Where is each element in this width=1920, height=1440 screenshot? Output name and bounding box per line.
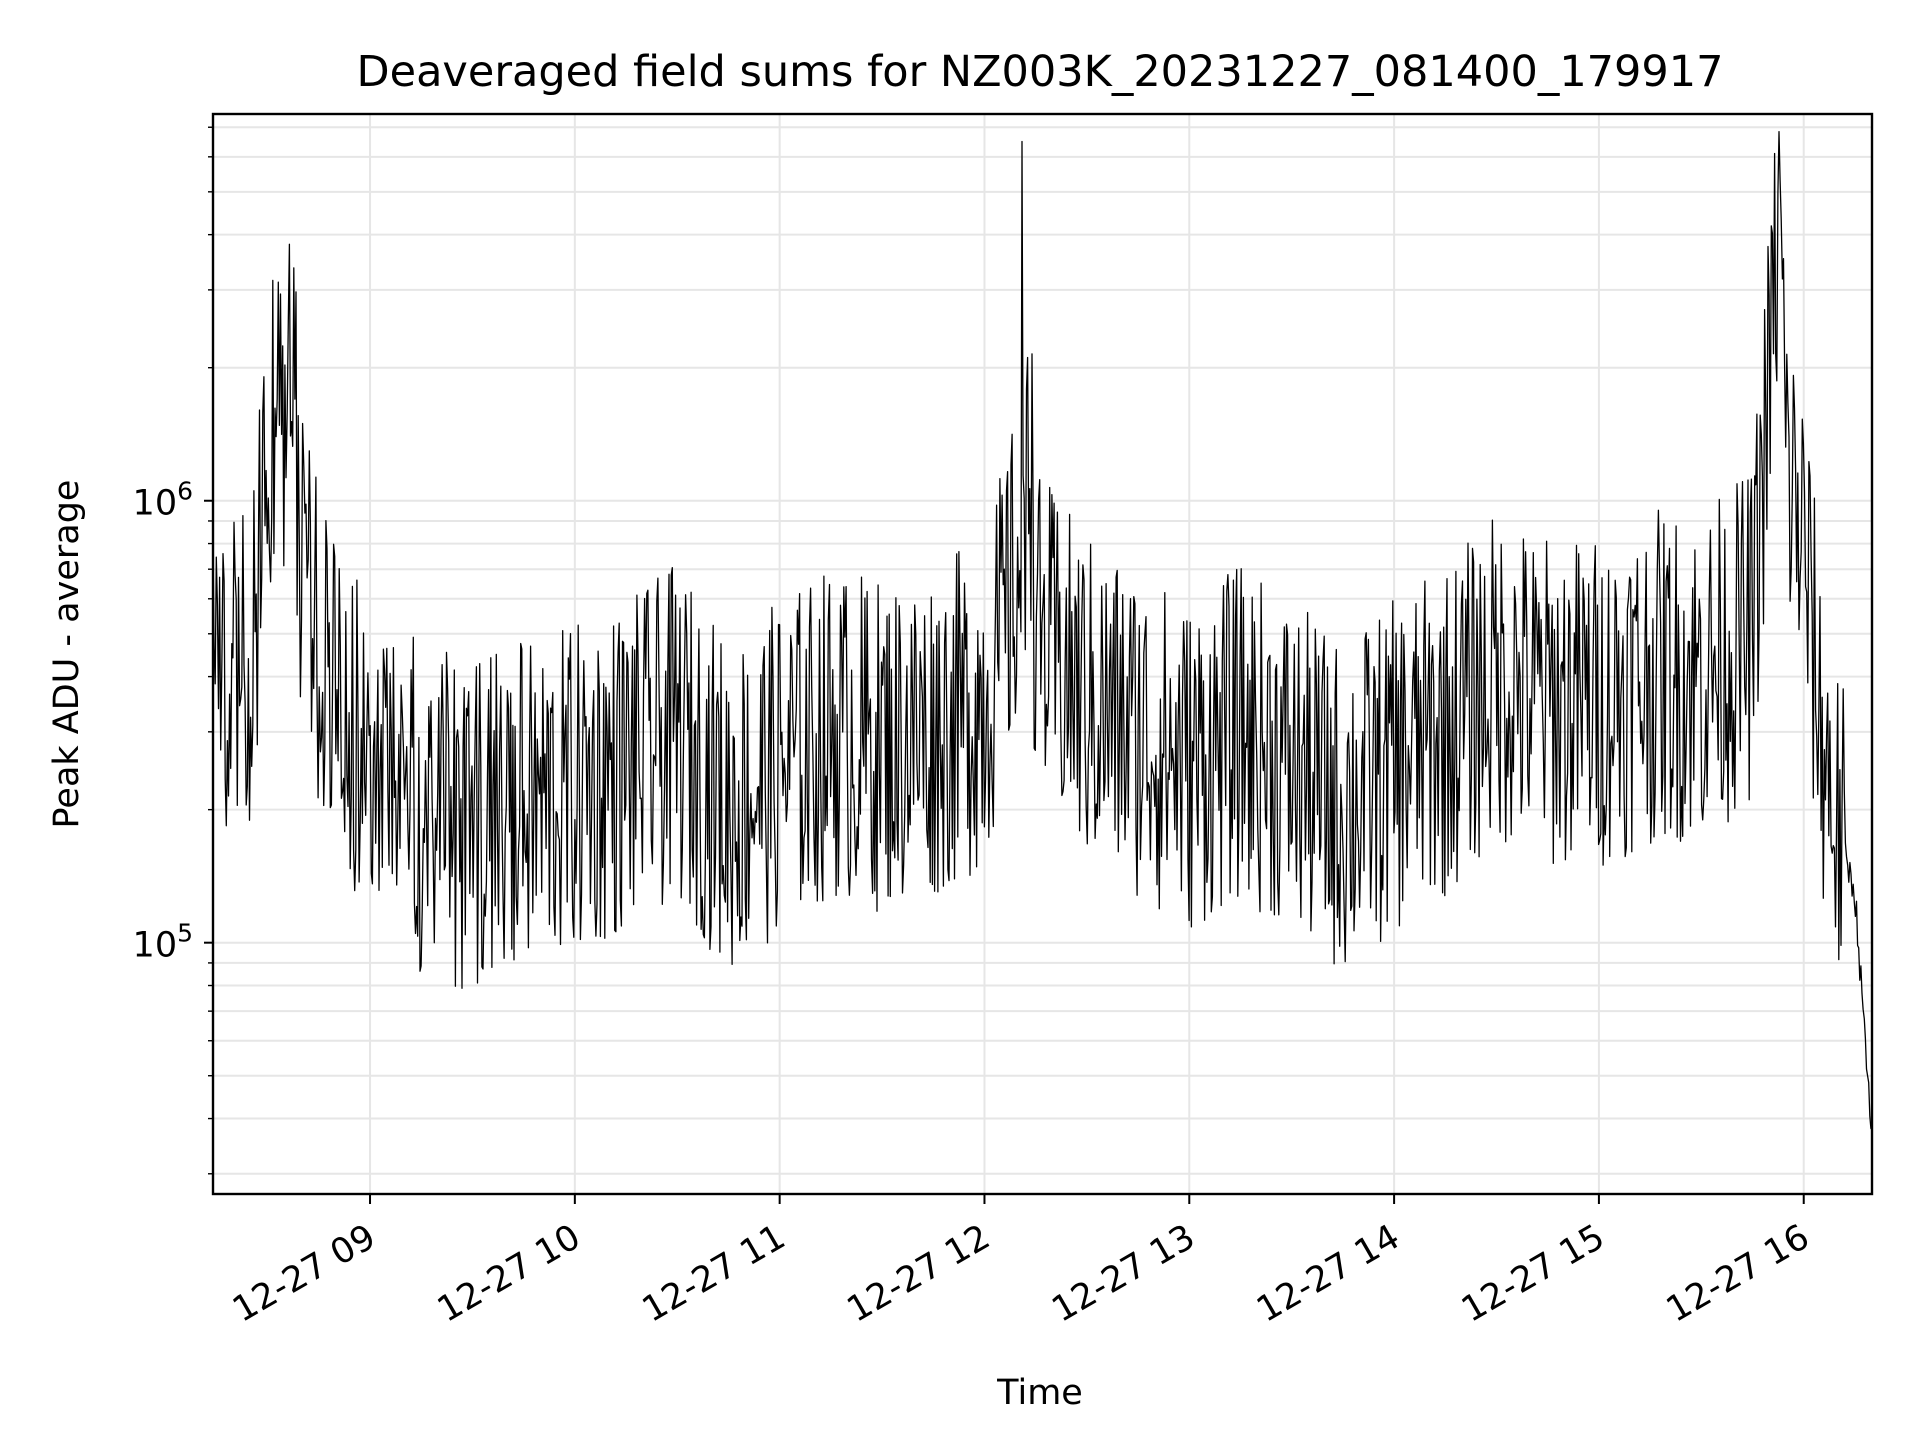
chart-title: Deaveraged field sums for NZ003K_2023122…: [357, 47, 1724, 97]
y-tick-label: 106: [133, 477, 193, 524]
x-tick-label: 12-27 16: [1660, 1217, 1816, 1330]
plot-frame: [211, 112, 1874, 1196]
y-axis-label: Peak ADU - average: [47, 480, 87, 829]
x-tick-label: 12-27 09: [226, 1217, 382, 1330]
x-tick-label: 12-27 10: [431, 1217, 587, 1330]
x-axis: 12-27 09 12-27 10 12-27 11 12-27 12 12-27 13…: [226, 1194, 1816, 1330]
x-tick-label: 12-27 12: [841, 1217, 997, 1330]
x-tick-label: 12-27 13: [1045, 1217, 1201, 1330]
x-tick-label: 12-27 11: [636, 1217, 792, 1330]
series-line: [212, 131, 1873, 1130]
x-axis-label: Time: [996, 1373, 1083, 1413]
x-tick-label: 12-27 14: [1250, 1217, 1406, 1330]
y-tick-label: 105: [133, 919, 193, 966]
y-axis: 105 106: [133, 126, 213, 1175]
data-series: [212, 131, 1873, 1130]
x-tick-label: 12-27 15: [1455, 1217, 1611, 1330]
